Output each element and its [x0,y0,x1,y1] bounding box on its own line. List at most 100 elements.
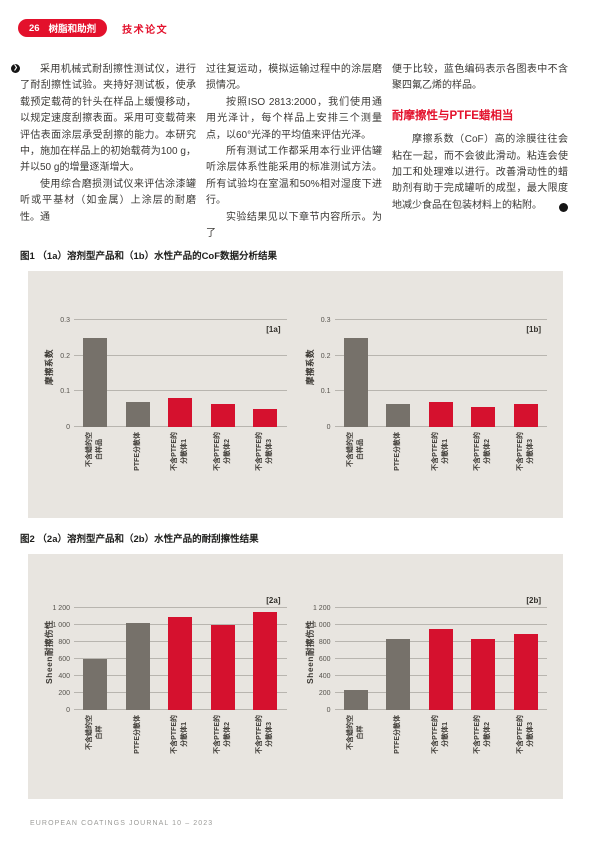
subplot-tag: [1a] [266,325,281,334]
bar-2a-4 [210,625,235,710]
x-category: 不含PTFE的 分散体2 [462,710,505,782]
x-category: 不含PTFE的 分散体2 [462,427,505,499]
x-category-label: 不含PTFE的 分散体3 [516,432,534,471]
x-category: 不含PTFE的 分散体2 [202,427,245,499]
y-tick-label: 0 [66,424,70,431]
subplot-tag: [2b] [526,596,541,605]
x-category: 不含蜡的空 白样 [74,710,117,782]
x-category: 不含PTFE的 分散体1 [420,710,463,782]
bars-group [335,629,548,710]
chart-1b: 摩擦系数 0 0.1 0.2 0.3 [1b] 不含蜡的空 白样品 PTFE分散体 不含PTFE的… [295,307,556,518]
y-tick-label: 200 [318,690,331,697]
chart-2a: Sheen耐擦伤性 0 200 400 600 800 1 000 1 200 [2a] 不含蜡的… [34,594,295,799]
plot-column: 0 0.1 0.2 0.3 [1a] 不含蜡的空 白样品 PTFE分散体 不含PTFE的 分散体1… [60,307,287,518]
gridline [334,319,547,320]
y-tick-label: 0 [326,424,331,431]
body-paragraph: 按照ISO 2813:2000，我们使用通用光泽计，每个样品上安排三个测量点，以… [206,96,382,141]
figure-2-panel: Sheen耐擦伤性 0 200 400 600 800 1 000 1 200 [2a] 不含蜡的… [28,554,563,799]
x-category-label: PTFE分散体 [133,432,141,471]
bar-2a-5 [253,612,278,710]
x-category: 不含PTFE的 分散体3 [505,710,548,782]
x-category-label: 不含PTFE的 分散体1 [431,715,449,754]
text-column-1: 采用机械式耐刮擦性测试仪，进行了耐刮擦性试验。夹持好测试板，使承载预定载荷的针头… [20,62,196,242]
body-paragraph: 实验结果见以下章节内容所示。为了 [206,211,382,240]
body-paragraph: 过往复运动，模拟运输过程中的涂层磨损情况。 [206,64,382,92]
y-tick-label: 0.2 [320,352,331,360]
bar-2b-2 [386,638,411,710]
bar-2b-3 [428,629,453,710]
bars-group [74,337,287,427]
gridline [74,354,287,356]
y-tick-label: 0.1 [320,388,331,396]
y-tick-label: 600 [58,656,70,663]
bar-2b-5 [513,634,538,710]
chart-2b: Sheen耐擦伤性 0 200 400 600 800 1 000 1 200 [2b] 不含蜡的… [295,594,556,799]
bar-1b-4 [471,407,496,427]
plot-column: 0 0.1 0.2 0.3 [1b] 不含蜡的空 白样品 PTFE分散体 不含PTFE的 分散体1… [321,307,547,518]
x-category-label: 不含PTFE的 分散体1 [431,432,449,471]
body-paragraph: 使用综合磨损测试仪来评估涂漆罐听或平基材（如金属）上涂层的耐磨性。通 [20,178,196,223]
plot-area: 0 200 400 600 800 1 000 1 200 [2a] [52,594,287,714]
x-category: PTFE分散体 [117,427,160,499]
gridline [334,607,547,608]
x-category: PTFE分散体 [377,710,420,782]
body-columns: 采用机械式耐刮擦性测试仪，进行了耐刮擦性试验。夹持好测试板，使承载预定载荷的针头… [20,62,577,242]
x-category-label: 不含PTFE的 分散体3 [516,715,534,754]
y-tick-label: 200 [58,690,70,697]
x-category-label: 不含PTFE的 分散体2 [213,715,231,754]
y-tick-label: 0 [66,707,70,714]
bar-1b-2 [386,403,411,427]
y-tick-label: 800 [58,639,70,646]
bar-1b-3 [428,402,453,427]
gridline [74,390,287,392]
body-paragraph: 便于比较，蓝色编码表示各图表中不含聚四氟乙烯的样品。 [392,64,568,92]
gridline [74,319,287,320]
bar-1a-2 [125,402,150,427]
x-category: PTFE分散体 [377,427,420,499]
y-axis: 摩擦系数 [34,307,54,518]
x-category-label: PTFE分散体 [394,715,402,754]
section-title: 树脂和助剂 [48,24,97,35]
y-tick-label: 800 [318,639,331,646]
bar-2a-1 [83,659,108,710]
bar-1a-3 [168,398,193,427]
x-category-label: 不含PTFE的 分散体1 [171,715,189,754]
bars-group [74,612,287,710]
y-tick-label: 400 [58,673,70,680]
page-header: 26 树脂和助剂 技术论文 [18,19,168,37]
bar-1a-1 [83,337,108,427]
x-category-label: 不含PTFE的 分散体3 [256,432,274,471]
y-tick-label: 600 [318,656,331,663]
journal-footer: EUROPEAN COATINGS JOURNAL 10 – 2023 [30,820,214,827]
x-axis-labels: 不含蜡的空 白样 PTFE分散体 不含PTFE的 分散体1 不含PTFE的 分散体2 不含PT… [74,710,287,782]
article-type-label: 技术论文 [122,24,169,36]
plot-area: 0 200 400 600 800 1 000 1 200 [2b] [313,594,548,714]
bar-2b-1 [343,689,368,710]
x-category-label: 不含蜡的空 白样 [346,715,364,750]
x-category-label: 不含蜡的空 白样 [86,715,104,750]
page-number: 26 [29,22,40,34]
y-tick-label: 1 000 [52,622,70,629]
x-category: 不含PTFE的 分散体1 [420,427,463,499]
chart-1a: 摩擦系数 0 0.1 0.2 0.3 [1a] 不含蜡的空 白样品 PTFE分散体 不含PTFE的… [34,307,295,518]
x-category: 不含蜡的空 白样 [335,710,378,782]
y-tick-label: 0 [326,707,331,714]
figure-2-caption: 图2 （2a）溶剂型产品和（2b）水性产品的耐刮擦性结果 [20,534,259,545]
y-tick-label: 400 [318,673,331,680]
body-paragraph: 采用机械式耐刮擦性测试仪，进行了耐刮擦性试验。夹持好测试板，使承载预定载荷的针头… [20,64,196,174]
x-category-label: 不含PTFE的 分散体1 [171,432,189,471]
text-column-2: 过往复运动，模拟运输过程中的涂层磨损情况。按照ISO 2813:2000，我们使… [206,62,382,242]
gridline [334,354,547,356]
x-category: 不含蜡的空 白样品 [74,427,117,499]
body-paragraph: 所有测试工作都采用本行业评估罐听涂层体系性能采用的标准测试方法。所有试验均在室温… [206,146,382,207]
text-column-3: 便于比较，蓝色编码表示各图表中不含聚四氟乙烯的样品。 耐摩擦性与PTFE蜡相当 摩擦… [392,62,577,242]
body-paragraph: 摩擦系数（CoF）高的涂膜往往会粘在一起，而不会彼此滑动。粘连会使加工和处理难以… [392,134,577,212]
x-category: 不含PTFE的 分散体1 [159,427,202,499]
section-badge: 26 树脂和助剂 [18,19,108,37]
y-tick-label: 1 200 [52,605,70,612]
plot-area: 0 0.1 0.2 0.3 [1b] [321,307,547,431]
y-tick-label: 0.3 [60,317,70,324]
x-category-label: PTFE分散体 [394,432,402,471]
x-axis-labels: 不含蜡的空 白样 PTFE分散体 不含PTFE的 分散体1 不含PTFE的 分散体2 不含PT… [335,710,548,782]
